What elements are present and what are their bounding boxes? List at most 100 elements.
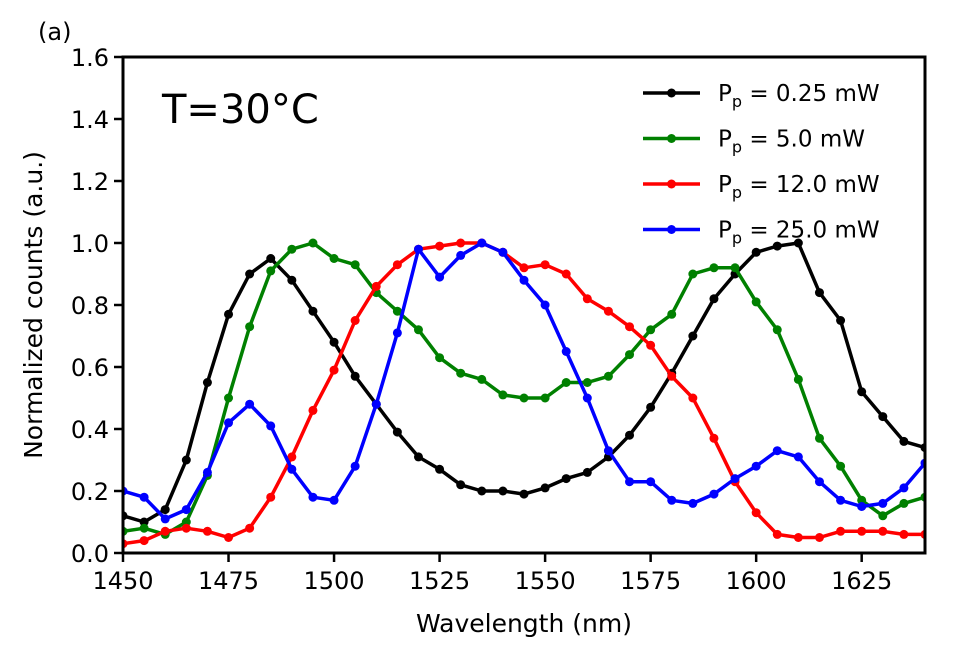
data-point <box>540 393 550 403</box>
data-point <box>350 461 360 471</box>
data-point <box>582 467 592 477</box>
data-point <box>224 533 234 542</box>
data-point <box>245 399 255 409</box>
series-3 <box>123 238 925 524</box>
data-point <box>899 498 909 508</box>
data-point <box>498 390 508 400</box>
x-axis-label: Wavelength (nm) <box>416 609 632 638</box>
data-point <box>836 316 846 325</box>
data-point <box>308 405 318 415</box>
data-point <box>435 464 445 474</box>
data-point <box>245 523 255 533</box>
data-point <box>392 427 402 437</box>
data-point <box>751 461 761 471</box>
y-tick-label: 1.0 <box>71 230 109 258</box>
data-point <box>646 325 656 335</box>
data-point <box>350 371 360 381</box>
data-point <box>287 464 297 474</box>
legend-entry: Pp = 5.0 mW <box>643 127 865 157</box>
data-point <box>688 331 698 341</box>
data-point <box>772 446 782 456</box>
data-point <box>625 430 635 440</box>
x-tick-label: 1475 <box>198 567 259 595</box>
data-point <box>435 353 445 363</box>
data-point <box>540 483 550 493</box>
data-point <box>540 260 550 270</box>
data-point <box>793 238 803 248</box>
data-point <box>603 306 613 316</box>
data-point <box>435 241 445 251</box>
data-point <box>793 374 803 384</box>
data-point <box>857 502 867 511</box>
legend-marker <box>667 134 676 143</box>
data-point <box>266 421 276 431</box>
data-point <box>266 254 276 263</box>
data-point <box>561 378 571 387</box>
legend-label: Pp = 0.25 mW <box>718 81 880 111</box>
data-point <box>139 492 149 502</box>
data-point <box>646 340 656 350</box>
legend-marker <box>667 88 676 98</box>
data-point <box>392 306 402 316</box>
plot-frame <box>121 55 927 555</box>
data-point <box>371 281 381 291</box>
data-point <box>878 412 888 422</box>
x-tick-label: 1550 <box>515 567 576 595</box>
data-point <box>224 393 234 403</box>
legend-entry: Pp = 25.0 mW <box>643 218 880 248</box>
data-point <box>392 328 402 338</box>
data-point <box>814 433 824 443</box>
data-point <box>456 250 466 260</box>
data-point <box>160 514 170 524</box>
series-layer <box>123 238 925 549</box>
y-tick-label: 1.4 <box>71 106 109 134</box>
data-point <box>181 455 191 465</box>
data-point <box>181 517 191 527</box>
data-point <box>308 238 318 248</box>
axis-ticks: 1450 1475 1500 1525 1550 1575 1600 1625 0.0 0.2 0.… <box>71 44 892 595</box>
data-point <box>224 418 234 428</box>
data-point <box>582 378 592 387</box>
data-point <box>709 433 719 443</box>
data-point <box>498 486 508 496</box>
data-point <box>857 526 867 536</box>
data-point <box>857 495 867 505</box>
data-point <box>435 272 445 282</box>
data-point <box>836 526 846 536</box>
data-point <box>899 436 909 446</box>
x-tick-label: 1600 <box>726 567 787 595</box>
data-point <box>519 393 529 403</box>
data-point <box>245 322 255 332</box>
data-point <box>646 402 656 412</box>
data-point <box>709 489 719 499</box>
data-point <box>477 486 487 496</box>
data-point <box>561 269 571 279</box>
data-point <box>413 452 423 462</box>
data-point <box>688 498 698 508</box>
data-point <box>814 533 824 542</box>
data-point <box>751 297 761 307</box>
data-point <box>266 266 276 276</box>
data-point <box>625 322 635 332</box>
data-point <box>477 238 487 248</box>
data-point <box>667 309 677 319</box>
legend-entry: Pp = 0.25 mW <box>643 81 880 111</box>
data-point <box>646 477 656 487</box>
data-point <box>730 474 740 484</box>
data-point <box>329 495 339 505</box>
legend-label: Pp = 12.0 mW <box>718 172 880 202</box>
x-tick-label: 1450 <box>92 567 153 595</box>
data-point <box>413 244 423 254</box>
data-point <box>160 526 170 536</box>
series-1 <box>123 238 925 539</box>
data-point <box>139 517 149 527</box>
data-point <box>793 452 803 462</box>
data-point <box>688 269 698 279</box>
data-point <box>625 350 635 360</box>
data-point <box>350 316 360 325</box>
data-point <box>181 523 191 533</box>
data-point <box>139 523 149 533</box>
data-point <box>751 247 761 257</box>
data-point <box>287 275 297 285</box>
